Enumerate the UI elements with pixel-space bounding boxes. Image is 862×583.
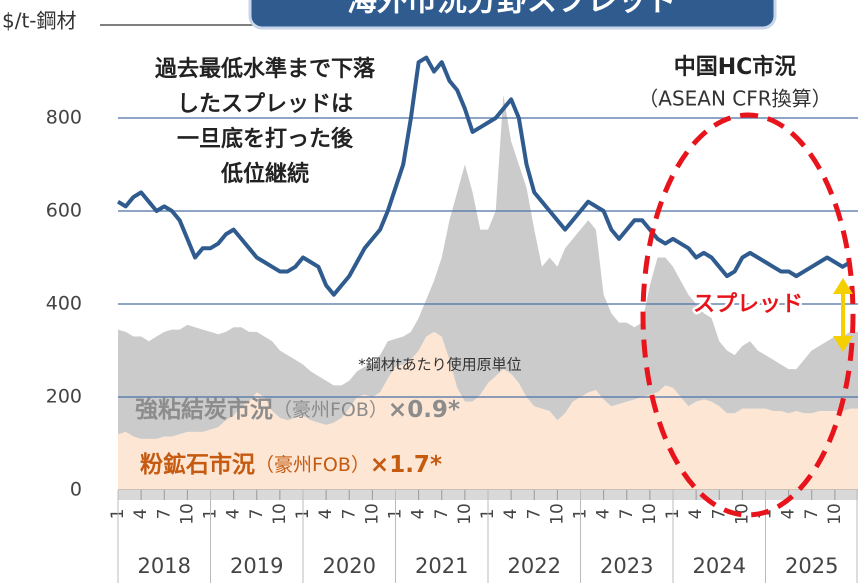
x-tick-label: 4	[594, 509, 614, 520]
year-label: 2023	[600, 554, 653, 578]
y-tick-label: 200	[46, 386, 82, 408]
footnote: *鋼材tあたり使用原単位	[358, 356, 521, 374]
series-factor: ×1.7*	[370, 452, 442, 478]
x-tick-label: 4	[686, 509, 706, 520]
x-tick-label: 4	[409, 509, 429, 520]
series-label-group: 強粘結炭市況（豪州FOB）×0.9*	[135, 396, 460, 423]
x-tick-label: 10	[455, 503, 475, 525]
x-tick-label: 10	[362, 503, 382, 525]
x-tick-label: 10	[640, 503, 660, 525]
series-label: 粉鉱石市況	[140, 451, 255, 478]
y-axis-label: $/t-鋼材	[2, 9, 77, 33]
x-tick-label: 7	[524, 509, 544, 520]
spread-arrow	[833, 278, 853, 352]
y-tick-label: 0	[70, 479, 82, 501]
annotation-line: 過去最低水準まで下落	[155, 56, 376, 82]
x-tick-label: 7	[154, 509, 174, 520]
year-label: 2025	[785, 554, 838, 578]
series-source: （ASEAN CFR換算）	[638, 87, 831, 111]
line	[116, 55, 852, 297]
area	[118, 94, 858, 439]
highlight-ellipse	[640, 112, 856, 518]
year-label: 2024	[693, 554, 746, 578]
x-tick-label: 10	[825, 503, 845, 525]
x-tick-label: 4	[316, 509, 336, 520]
series-label: 強粘結炭市況	[135, 396, 273, 423]
annotation-line: 一旦底を打った後	[177, 126, 354, 152]
x-tick-label: 4	[131, 509, 151, 520]
chart-title: 海外市況分野スプレッド	[347, 0, 677, 19]
annotation-line: 低位継続	[220, 161, 309, 187]
x-tick-label: 10	[732, 503, 752, 525]
spread-label: スプレッド	[693, 292, 803, 317]
x-tick-label: 7	[709, 509, 729, 520]
series-label-group: 粉鉱石市況（豪州FOB）×1.7*	[140, 451, 442, 478]
series-label: 中国HC市況	[674, 54, 797, 80]
x-tick-label: 10	[177, 503, 197, 525]
x-tick-label: 4	[224, 509, 244, 520]
annotation-line: したスプレッドは	[177, 92, 353, 117]
year-label: 2021	[415, 554, 468, 578]
series-source: （豪州FOB）	[273, 399, 388, 421]
x-tick-label: 7	[802, 509, 822, 520]
x-tick-label: 10	[270, 503, 290, 525]
x-tick-label: 7	[339, 509, 359, 520]
x-tick-label: 4	[501, 509, 521, 520]
x-tick-label: 10	[547, 503, 567, 525]
y-tick-label: 800	[46, 107, 82, 129]
x-tick-label: 4	[779, 509, 799, 520]
series-factor: ×0.9*	[388, 397, 460, 423]
title-box	[248, 0, 777, 30]
x-tick-label: 7	[617, 509, 637, 520]
year-label: 2022	[508, 554, 561, 578]
y-tick-label: 400	[46, 293, 82, 315]
x-tick-label: 7	[432, 509, 452, 520]
year-label: 2018	[138, 554, 191, 578]
x-tick-label: 7	[247, 509, 267, 520]
year-label: 2019	[230, 554, 283, 578]
series-source: （豪州FOB）	[255, 454, 370, 476]
y-tick-label: 600	[46, 200, 82, 222]
year-label: 2020	[323, 554, 376, 578]
